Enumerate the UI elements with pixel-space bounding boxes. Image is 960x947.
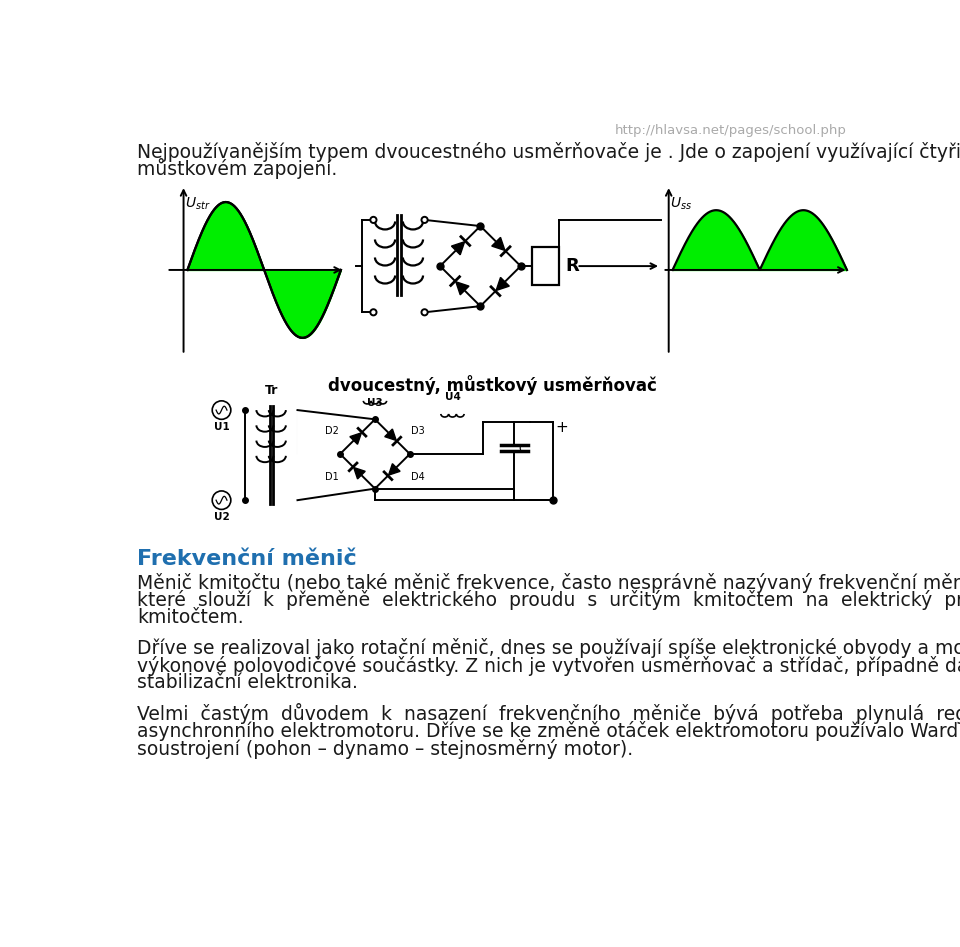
Text: C: C <box>518 443 526 454</box>
Polygon shape <box>385 429 396 440</box>
Text: Měnič kmitočtu (nebo také měnič frekvence, často nesprávně nazývaný frekvenční m: Měnič kmitočtu (nebo také měnič frekvenc… <box>137 573 960 593</box>
Text: +: + <box>556 420 568 435</box>
Circle shape <box>421 310 427 315</box>
Text: asynchronního elektromotoru. Dříve se ke změně otáček elektromotoru používalo Wa: asynchronního elektromotoru. Dříve se ke… <box>137 722 960 742</box>
Text: U2: U2 <box>214 511 229 522</box>
Text: Frekvenční měnič: Frekvenční měnič <box>137 549 357 569</box>
Polygon shape <box>349 433 361 444</box>
Text: D3: D3 <box>412 426 425 437</box>
Polygon shape <box>451 241 465 255</box>
Text: D4: D4 <box>412 472 425 481</box>
Text: $U_{ss}$: $U_{ss}$ <box>670 195 692 212</box>
Text: stabilizační elektronika.: stabilizační elektronika. <box>137 673 358 692</box>
Text: Dříve se realizoval jako rotační měnič, dnes se používají spíše elektronické obv: Dříve se realizoval jako rotační měnič, … <box>137 638 960 658</box>
Text: můstkovém zapojení.: můstkovém zapojení. <box>137 157 337 179</box>
Polygon shape <box>496 277 510 291</box>
Text: D2: D2 <box>324 426 339 437</box>
Text: http://hlavsa.net/pages/school.php: http://hlavsa.net/pages/school.php <box>615 124 847 137</box>
Text: U3: U3 <box>367 398 383 408</box>
Text: Tr: Tr <box>264 384 277 397</box>
Text: kmitočtem.: kmitočtem. <box>137 608 244 627</box>
Polygon shape <box>456 282 469 295</box>
Bar <box>532 247 560 285</box>
Text: soustrojení (pohon – dynamo – stejnosměrný motor).: soustrojení (pohon – dynamo – stejnosměr… <box>137 739 634 759</box>
Text: výkonové polovodičové součástky. Z nich je vytvořen usměrňovač a střídač, případ: výkonové polovodičové součástky. Z nich … <box>137 655 960 676</box>
Text: Nejpoužívanějším typem dvoucestného usměrňovače je . Jde o zapojení využívající : Nejpoužívanějším typem dvoucestného usmě… <box>137 142 960 162</box>
Polygon shape <box>492 238 505 250</box>
Text: které  slouží  k  přeměně  elektrického  proudu  s  určitým  kmitočtem  na  elek: které slouží k přeměně elektrického prou… <box>137 590 960 610</box>
Text: D1: D1 <box>324 472 339 481</box>
Text: dvoucestný, můstkový usměrňovač: dvoucestný, můstkový usměrňovač <box>327 375 657 396</box>
Text: Velmi  častým  důvodem  k  nasazení  frekvenčního  měniče  bývá  potřeba  plynul: Velmi častým důvodem k nasazení frekvenč… <box>137 704 960 724</box>
Polygon shape <box>353 468 365 479</box>
Polygon shape <box>389 464 400 475</box>
Text: $U_{str}$: $U_{str}$ <box>185 195 210 212</box>
Circle shape <box>371 310 376 315</box>
Text: R: R <box>565 257 580 275</box>
Circle shape <box>421 217 427 223</box>
Text: U4: U4 <box>444 392 461 402</box>
Circle shape <box>371 217 376 223</box>
Text: U1: U1 <box>214 421 229 432</box>
